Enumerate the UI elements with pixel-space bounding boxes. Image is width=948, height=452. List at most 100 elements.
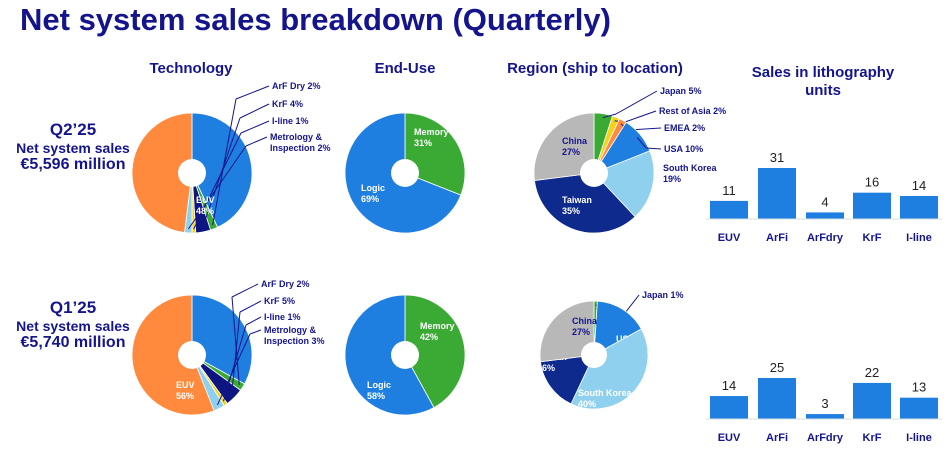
q1-25-region-ship-to-location-chart: Japan 1%USA16%South Korea40%Taiwan16%Chi… <box>537 290 684 410</box>
q1-25-sales-in-lithography-units-bar-i-line <box>900 397 938 419</box>
q2-25-end-use-label-logic: Logic 69% <box>361 183 385 204</box>
q2-25-sales-in-lithography-units-bar-arfi <box>758 168 796 219</box>
q1-25-technology-leader2-krf <box>239 300 262 313</box>
q2-25-region-ship-to-location-label-emea: EMEA 2% <box>664 123 705 133</box>
q2-25-sales-in-lithography-units-category-krf: KrF <box>863 232 882 244</box>
q2-25-region-ship-to-location-slice-south-korea <box>593 150 655 218</box>
q1-25-region-ship-to-location-label-south-korea: South Korea 40% <box>578 388 632 409</box>
q2-25-region-ship-to-location-slice-taiwan <box>534 172 636 234</box>
q2-25-sales-in-lithography-units-value-euv: 11 <box>722 183 736 198</box>
period-subtitle: Net system sales <box>16 139 130 156</box>
q1-25-end-use-chart: Memory 42% Logic 58% <box>344 294 466 416</box>
q2-25-region-ship-to-location-label-china: China 27% <box>562 136 588 157</box>
q1-25-technology-leader2-arf-dry <box>231 283 259 298</box>
q2-25-region-ship-to-location-label-rest-of-asia: Rest of Asia 2% <box>659 106 726 116</box>
technology-header: Technology <box>149 60 233 77</box>
q2-25-region-ship-to-location-label-south-korea: South Korea 19% <box>663 163 717 184</box>
q2-25-technology-leader2-krf <box>239 103 270 119</box>
q2-25-technology-leader-arf-dry <box>212 98 237 226</box>
q1-25-region-ship-to-location-slice-usa <box>593 300 642 356</box>
q1-25-sales-in-lithography-units-value-krf: 22 <box>865 365 879 380</box>
q1-25-end-use-slice-memory <box>404 294 466 409</box>
q1-25-technology-label-euv: EUV 56% <box>176 380 195 401</box>
q2-25-sales-in-lithography-units-bar-i-line <box>900 195 938 219</box>
q1-25-technology-leader-arf-dry <box>231 296 240 386</box>
q1-25-technology-label-krf: KrF 5% <box>264 296 295 306</box>
period-label: Q1’25 <box>49 298 97 317</box>
end-use-header: End-Use <box>374 60 436 77</box>
q1-25-sales-in-lithography-units-value-arfi: 25 <box>770 360 784 375</box>
q2-25-sales-in-lithography-units-value-arfdry: 4 <box>821 194 828 209</box>
period-amount: €5,596 million <box>20 155 126 173</box>
q2-25-region-ship-to-location-label-japan: Japan 5% <box>660 86 702 96</box>
q1-25-technology-leader2-i-line <box>245 316 262 326</box>
q2-25-sales-in-lithography-units-category-euv: EUV <box>718 232 741 244</box>
q2-25-sales-in-lithography-units-bar-arfdry <box>806 212 844 219</box>
q2-25-sales-in-lithography-units-value-i-line: 14 <box>912 178 926 193</box>
period-subtitle: Net system sales <box>16 317 130 334</box>
q1-25-sales-in-lithography-units-category-euv: EUV <box>718 432 741 444</box>
q1-25-region-ship-to-location-label-china: China 27% <box>572 316 598 337</box>
period-block-q2: Q2’25 Net system sales €5,596 million <box>0 120 146 174</box>
q2-25-region-ship-to-location-hole <box>580 159 608 187</box>
q2-25-technology-leader-metrology-inspection <box>188 145 247 230</box>
period-amount: €5,740 million <box>20 333 126 351</box>
q2-25-technology-leader2-metrology-inspection <box>245 136 268 147</box>
q2-25-sales-in-lithography-units-bar-krf <box>853 192 891 219</box>
q2-25-technology-label-metrology-inspection: Metrology & Inspection 2% <box>270 132 331 153</box>
q2-25-technology-leader2-arf-dry <box>235 85 270 100</box>
q2-25-end-use-slice-memory <box>404 112 466 196</box>
q1-25-technology-leader-krf <box>231 311 241 395</box>
q1-25-technology-leader2-metrology-inspection <box>249 329 262 335</box>
q2-25-technology-label-i-line: I-line 1% <box>272 116 309 126</box>
q1-25-sales-in-lithography-units-bar-arfdry <box>806 414 844 419</box>
q1-25-technology-label-i-line: I-line 1% <box>264 312 301 322</box>
lithography-units-header-line2: units <box>805 82 841 99</box>
q1-25-region-ship-to-location-slice-south-korea <box>570 328 649 410</box>
q1-25-end-use-slice-logic <box>344 294 435 416</box>
period-label: Q2’25 <box>49 120 97 139</box>
q1-25-sales-in-lithography-units-value-arfdry: 3 <box>821 396 828 411</box>
q2-25-technology-leader2-i-line <box>240 120 270 134</box>
q2-25-end-use-hole <box>391 159 419 187</box>
q1-25-sales-in-lithography-units-category-arfdry: ArFdry <box>807 432 844 444</box>
q1-25-sales-in-lithography-units-chart: 14 EUV 25 ArFi 3 ArFdry 22 KrF 13 I-line <box>706 360 942 444</box>
q1-25-end-use-label-logic: Logic 58% <box>367 380 391 401</box>
q1-25-technology-hole <box>178 341 206 369</box>
q1-25-sales-in-lithography-units-value-euv: 14 <box>722 378 736 393</box>
q1-25-technology-label-arf-dry: ArF Dry 2% <box>261 279 310 289</box>
q2-25-region-ship-to-location-chart: Japan 5% Rest of Asia 2% EMEA 2% USA 10% Sou… <box>533 86 726 234</box>
page-title: Net system sales breakdown (Quarterly) <box>20 2 611 37</box>
q1-25-sales-in-lithography-units-category-krf: KrF <box>863 432 882 444</box>
q2-25-region-ship-to-location-label-usa: USA 10% <box>664 144 703 154</box>
q2-25-sales-in-lithography-units-value-arfi: 31 <box>770 150 784 165</box>
q2-25-technology-label-krf: KrF 4% <box>272 99 303 109</box>
q1-25-sales-in-lithography-units-value-i-line: 13 <box>912 380 926 395</box>
q2-25-region-ship-to-location-leader2-japan <box>615 90 658 115</box>
q2-25-region-ship-to-location-leader2-rest-of-asia <box>624 110 657 123</box>
q2-25-region-ship-to-location-leader2-usa <box>645 147 662 150</box>
q2-25-region-ship-to-location-leader-japan <box>602 113 617 119</box>
q2-25-region-ship-to-location-slice-china <box>533 112 595 181</box>
q1-25-technology-chart: ArFi33%ArF Dry 2%KrF 5%I-line 1%Metrolog… <box>131 279 325 416</box>
q1-25-sales-in-lithography-units-category-arfi: ArFi <box>766 432 788 444</box>
q2-25-sales-in-lithography-units-category-i-line: I-line <box>906 232 932 244</box>
q1-25-sales-in-lithography-units-category-i-line: I-line <box>906 432 932 444</box>
q1-25-end-use-label-memory: Memory 42% <box>420 321 455 342</box>
q2-25-end-use-chart: Memory 31% Logic 69% <box>344 112 466 234</box>
q2-25-region-ship-to-location-leader-usa <box>636 136 647 149</box>
q2-25-technology-label-euv: EUV 48% <box>196 195 215 216</box>
q1-25-sales-in-lithography-units-bar-euv <box>710 396 748 419</box>
q2-25-sales-in-lithography-units-category-arfdry: ArFdry <box>807 232 844 244</box>
q1-25-region-ship-to-location-slice-taiwan <box>539 354 595 405</box>
q2-25-technology-slice-euv <box>131 112 193 233</box>
q2-25-region-ship-to-location-label-taiwan: Taiwan 35% <box>562 195 592 216</box>
q2-25-end-use-label-memory: Memory 31% <box>414 127 449 148</box>
q1-25-sales-in-lithography-units-bar-arfi <box>758 378 796 419</box>
period-block-q1: Q1’25 Net system sales €5,740 million <box>0 298 146 352</box>
q2-25-sales-in-lithography-units-value-krf: 16 <box>865 175 879 190</box>
q2-25-sales-in-lithography-units-chart: 11 EUV 31 ArFi 4 ArFdry 16 KrF 14 I-line <box>706 150 942 244</box>
lithography-units-header-line1: Sales in lithography <box>751 64 895 81</box>
q2-25-technology-leader-i-line <box>193 132 242 230</box>
